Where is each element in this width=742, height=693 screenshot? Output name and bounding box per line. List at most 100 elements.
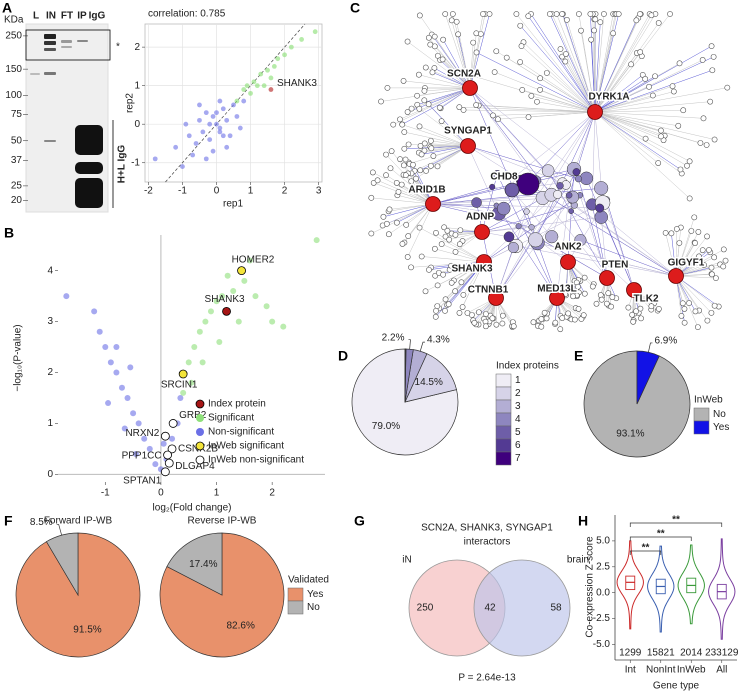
node (642, 76, 649, 82)
edge (411, 261, 485, 268)
lane-label: IP (77, 11, 87, 22)
edge (516, 13, 596, 113)
node (513, 11, 520, 17)
node (589, 283, 596, 290)
node (609, 294, 616, 301)
node (432, 313, 439, 320)
point (141, 435, 148, 442)
y-axis-label: Co-expression Z-score (585, 536, 596, 638)
node (421, 140, 428, 147)
edge (434, 248, 485, 263)
node (541, 309, 548, 316)
point (191, 344, 198, 351)
edge (594, 69, 713, 113)
chart-pie: E 93.1% 6.9% InWeb No Yes (574, 336, 729, 458)
lane-label: IN (46, 11, 56, 22)
node (597, 292, 604, 298)
edge (469, 87, 537, 181)
y-tick-label: 2 (47, 367, 53, 378)
cluster-node (516, 172, 540, 196)
chart-scatter: B-101201234SHANK3HOMER2SRCIN1GRB2NRXN2CS… (4, 225, 325, 514)
node (383, 172, 389, 179)
node (442, 296, 449, 303)
region-count: 250 (417, 603, 434, 614)
node (581, 274, 588, 281)
point (196, 328, 203, 335)
edge (476, 202, 497, 299)
node (405, 233, 412, 239)
point (227, 133, 233, 139)
edge (594, 45, 712, 113)
node (440, 36, 447, 43)
node (499, 312, 506, 319)
node (460, 107, 467, 113)
set-label: brain (567, 555, 589, 566)
point (207, 308, 214, 315)
point-label: NRXN2 (125, 428, 159, 439)
node (403, 221, 410, 228)
node (706, 247, 712, 253)
leader-line (56, 524, 62, 536)
point (268, 87, 274, 92)
edge (594, 111, 690, 162)
edge (430, 44, 471, 89)
legend-title: Validated (288, 575, 329, 586)
edge (594, 15, 652, 113)
legend-marker (196, 428, 204, 436)
edge (481, 174, 498, 233)
node (593, 300, 600, 307)
point (160, 467, 170, 477)
cluster-node (471, 197, 482, 208)
node (449, 11, 456, 17)
node (426, 266, 432, 273)
edge (476, 52, 596, 113)
band (61, 46, 72, 48)
node (697, 257, 704, 264)
node (571, 316, 578, 323)
node (680, 107, 687, 114)
y-tick-label: 0 (47, 469, 53, 480)
point (313, 237, 320, 244)
point-label: SPTAN1 (123, 475, 162, 486)
panel-letter: B (4, 225, 14, 241)
y-tick-label: 0.0 (596, 587, 610, 598)
point (261, 83, 267, 89)
node (430, 153, 437, 159)
slice-label: 17.4% (189, 559, 217, 570)
point (177, 394, 184, 401)
legend-label: 5 (515, 427, 521, 438)
node (563, 16, 570, 23)
edge (536, 101, 596, 113)
node (575, 306, 582, 312)
y-tick-label: 0 (134, 119, 140, 130)
node (431, 33, 438, 40)
edge (594, 91, 674, 113)
node (425, 34, 432, 41)
node (605, 290, 612, 297)
y-tick-label: 3 (47, 316, 53, 327)
node (704, 317, 711, 324)
node (562, 58, 569, 65)
node (388, 148, 395, 155)
edge (435, 261, 485, 317)
legend-swatch (495, 438, 512, 453)
node (456, 310, 463, 316)
node-label: DYRK1A (588, 92, 629, 103)
hub-node (474, 224, 490, 240)
significance-label: ** (657, 529, 665, 540)
node (399, 121, 406, 128)
edge (483, 202, 603, 263)
node (711, 302, 718, 309)
node (538, 316, 545, 322)
edge (594, 111, 704, 119)
legend-swatch (287, 587, 304, 602)
node (393, 219, 400, 226)
edge (594, 111, 690, 199)
edge (432, 203, 499, 214)
node (455, 31, 462, 38)
highlight-box (25, 29, 111, 61)
node-label: CHD8 (490, 172, 518, 183)
edge (371, 203, 434, 234)
edge (594, 22, 601, 113)
